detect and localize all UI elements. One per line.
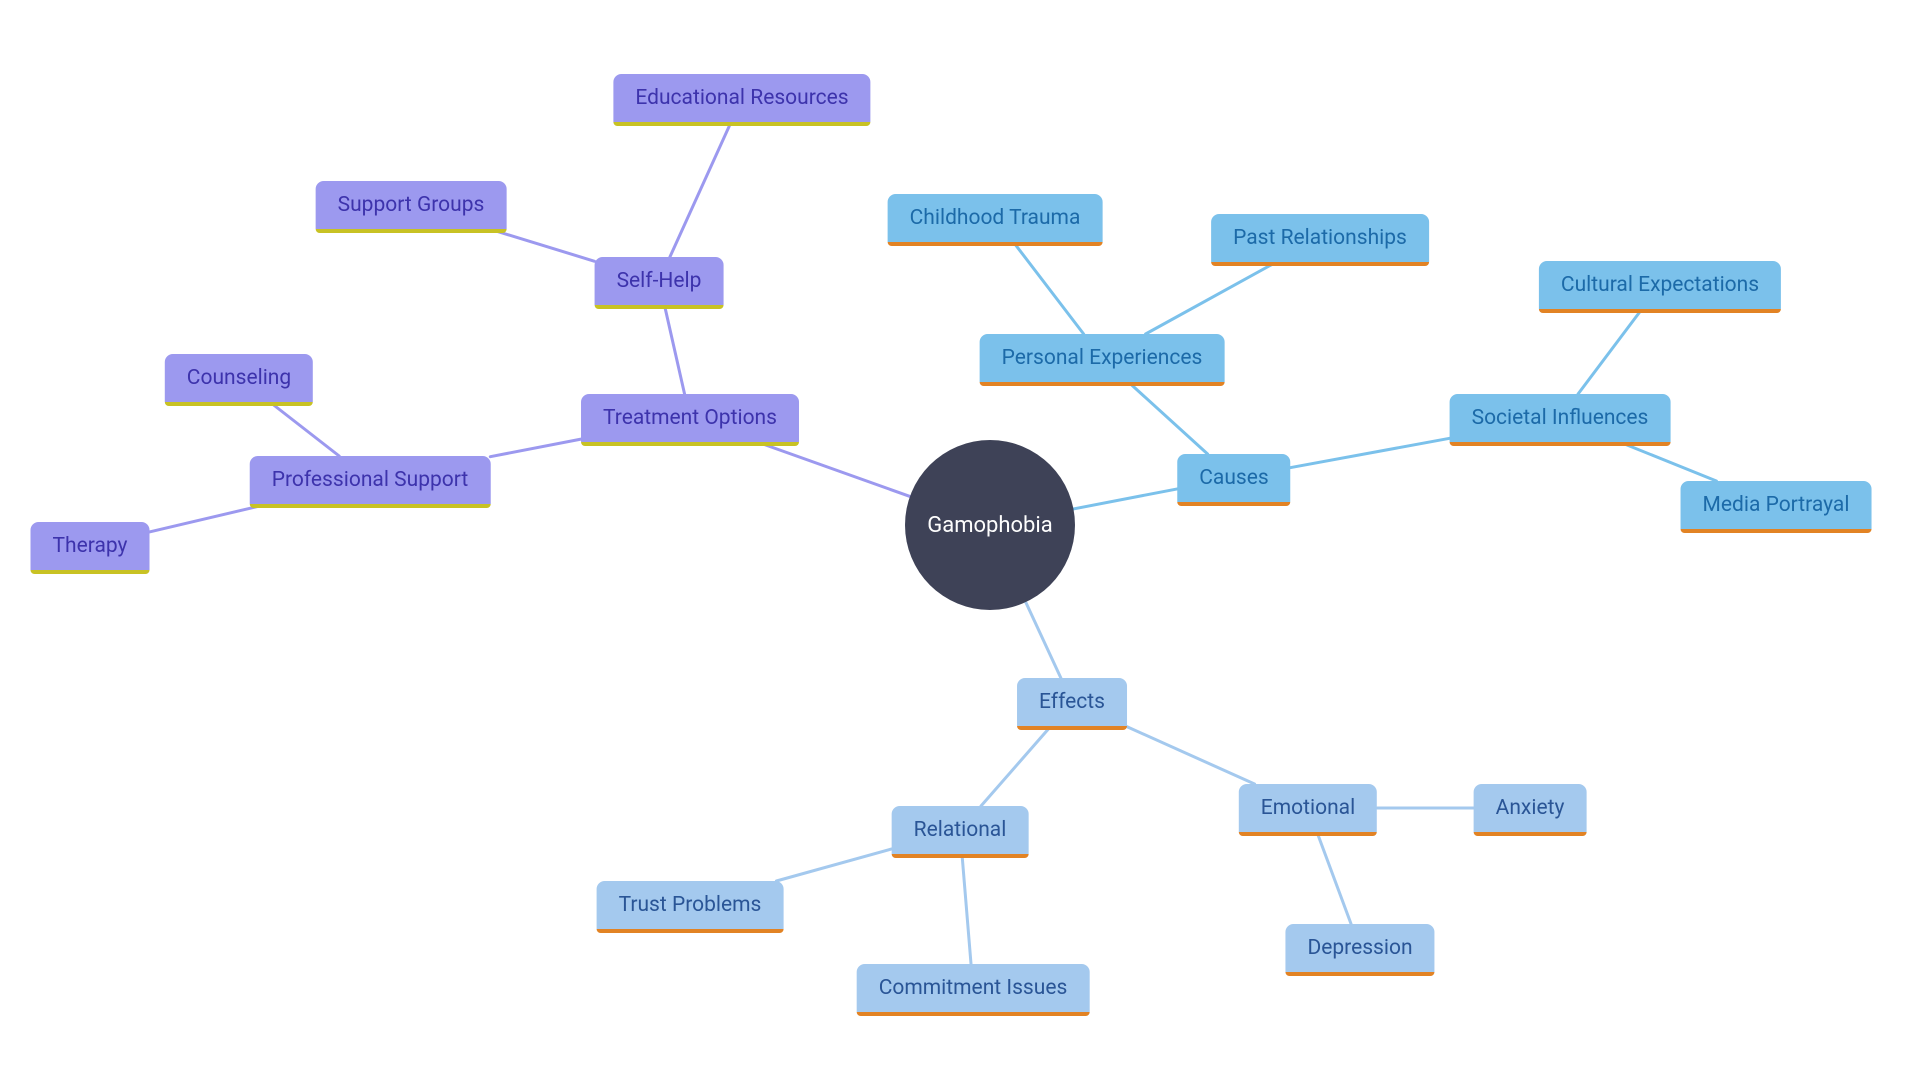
- node-causes: Causes: [1177, 454, 1290, 502]
- node-underline: [316, 229, 507, 233]
- node-underline: [1239, 832, 1377, 836]
- node-label: Depression: [1307, 936, 1412, 960]
- node-underline: [31, 570, 150, 574]
- node-supportgroups: Support Groups: [316, 181, 507, 229]
- node-label: Causes: [1199, 466, 1268, 490]
- edge-societal-cultural: [1578, 309, 1642, 394]
- node-label: Media Portrayal: [1703, 493, 1850, 517]
- node-label: Societal Influences: [1472, 406, 1649, 430]
- node-label: Relational: [914, 818, 1007, 842]
- node-label: Therapy: [53, 534, 128, 558]
- node-underline: [1177, 502, 1290, 506]
- node-label: Commitment Issues: [879, 976, 1068, 1000]
- node-label: Past Relationships: [1233, 226, 1407, 250]
- node-label: Childhood Trauma: [910, 206, 1081, 230]
- edge-treatment-selfhelp: [664, 305, 684, 394]
- node-underline: [250, 504, 491, 508]
- node-profsupport: Professional Support: [250, 456, 491, 504]
- node-label: Anxiety: [1496, 796, 1565, 820]
- edge-causes-persexp: [1128, 382, 1207, 454]
- center-node-label: Gamophobia: [927, 513, 1052, 538]
- node-trust: Trust Problems: [597, 881, 784, 929]
- node-counseling: Counseling: [165, 354, 313, 402]
- edge-causes-societal: [1291, 438, 1450, 467]
- node-underline: [1474, 832, 1587, 836]
- node-cultural: Cultural Expectations: [1539, 261, 1781, 309]
- node-label: Personal Experiences: [1002, 346, 1203, 370]
- edge-persexp-childtrauma: [1013, 242, 1083, 334]
- node-label: Counseling: [187, 366, 291, 390]
- edge-relational-commitment: [962, 854, 971, 964]
- node-underline: [1681, 529, 1872, 533]
- node-label: Trust Problems: [619, 893, 762, 917]
- node-underline: [1539, 309, 1781, 313]
- node-underline: [595, 305, 724, 309]
- node-label: Treatment Options: [603, 406, 777, 430]
- mindmap-canvas: Gamophobia Treatment Options Self-Help Educ…: [0, 0, 1920, 1080]
- node-label: Emotional: [1261, 796, 1355, 820]
- node-pastrel: Past Relationships: [1211, 214, 1429, 262]
- node-underline: [1211, 262, 1429, 266]
- edge-root-causes: [1073, 489, 1177, 509]
- node-effects: Effects: [1017, 678, 1127, 726]
- node-relational: Relational: [892, 806, 1029, 854]
- edge-profsupport-counseling: [270, 402, 339, 456]
- edge-societal-media: [1620, 442, 1717, 481]
- node-underline: [597, 929, 784, 933]
- node-media: Media Portrayal: [1681, 481, 1872, 529]
- node-underline: [980, 382, 1225, 386]
- node-label: Support Groups: [338, 193, 485, 217]
- node-anxiety: Anxiety: [1474, 784, 1587, 832]
- node-childtrauma: Childhood Trauma: [888, 194, 1103, 242]
- node-label: Effects: [1039, 690, 1105, 714]
- edge-root-treatment: [757, 442, 910, 496]
- edge-selfhelp-supportgroups: [489, 229, 594, 261]
- node-label: Professional Support: [272, 468, 469, 492]
- node-underline: [613, 122, 870, 126]
- node-depression: Depression: [1285, 924, 1434, 972]
- edge-persexp-pastrel: [1146, 262, 1277, 334]
- node-treatment: Treatment Options: [581, 394, 799, 442]
- node-selfhelp: Self-Help: [595, 257, 724, 305]
- center-node: Gamophobia: [905, 440, 1075, 610]
- node-underline: [581, 442, 799, 446]
- node-underline: [1017, 726, 1127, 730]
- edge-relational-trust: [776, 849, 891, 881]
- node-underline: [888, 242, 1103, 246]
- edge-profsupport-therapy: [149, 504, 268, 532]
- node-underline: [857, 1012, 1090, 1016]
- edge-effects-emotional: [1125, 726, 1254, 784]
- node-commitment: Commitment Issues: [857, 964, 1090, 1012]
- edge-root-effects: [1026, 602, 1061, 678]
- node-underline: [1450, 442, 1671, 446]
- node-eduresources: Educational Resources: [613, 74, 870, 122]
- edge-effects-relational: [981, 726, 1051, 806]
- node-underline: [892, 854, 1029, 858]
- node-persexp: Personal Experiences: [980, 334, 1225, 382]
- edge-treatment-profsupport: [490, 439, 581, 457]
- node-underline: [165, 402, 313, 406]
- node-underline: [1285, 972, 1434, 976]
- edge-selfhelp-eduresources: [670, 122, 731, 257]
- node-emotional: Emotional: [1239, 784, 1377, 832]
- node-label: Cultural Expectations: [1561, 273, 1759, 297]
- node-therapy: Therapy: [31, 522, 150, 570]
- edge-emotional-depression: [1317, 832, 1351, 924]
- node-label: Educational Resources: [635, 86, 848, 110]
- node-societal: Societal Influences: [1450, 394, 1671, 442]
- node-label: Self-Help: [617, 269, 702, 293]
